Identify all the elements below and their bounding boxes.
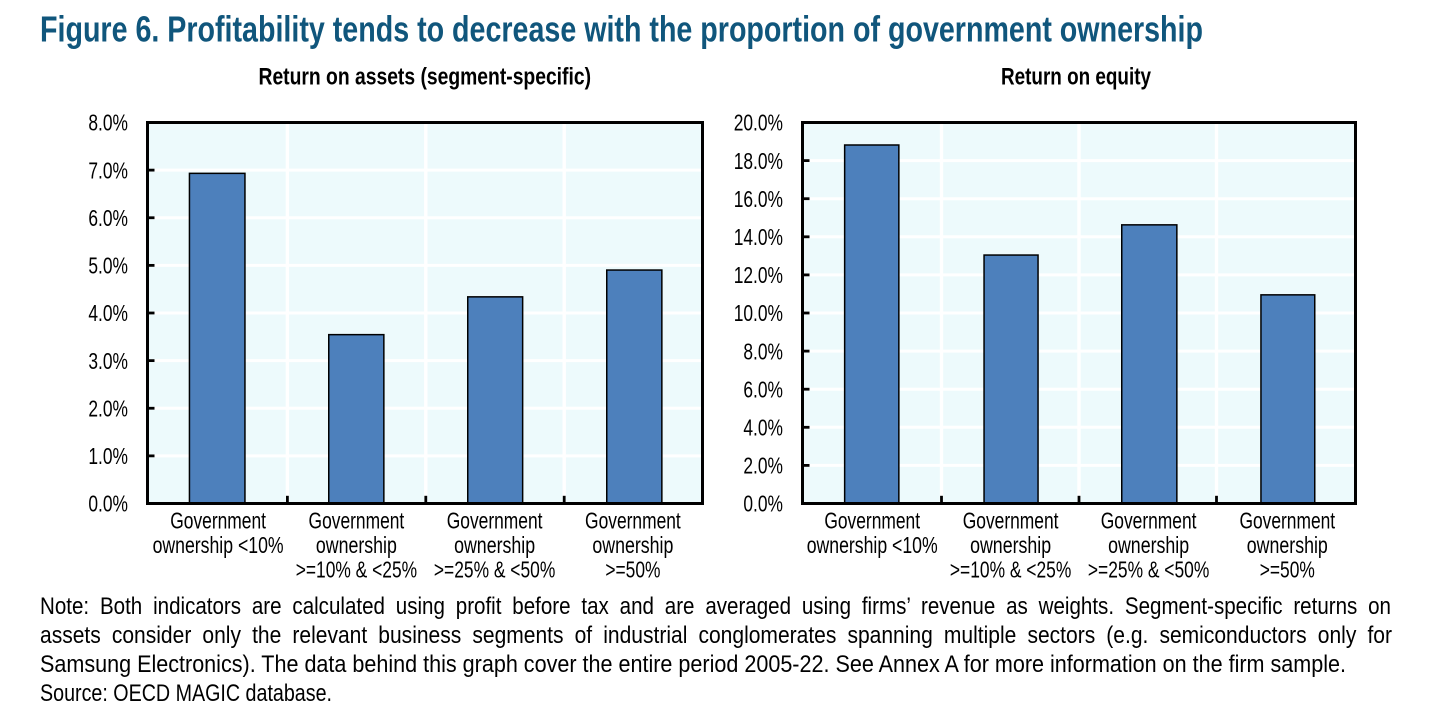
svg-text:Source: OECD MAGIC database.: Source: OECD MAGIC database.: [40, 680, 332, 707]
svg-text:3.0%: 3.0%: [88, 348, 128, 374]
svg-text:ownership: ownership: [970, 532, 1051, 558]
svg-text:ownership: ownership: [454, 532, 535, 558]
svg-text:14.0%: 14.0%: [734, 224, 783, 250]
svg-text:4.0%: 4.0%: [743, 415, 783, 441]
svg-text:ownership <10%: ownership <10%: [153, 532, 284, 558]
svg-text:5.0%: 5.0%: [88, 253, 128, 279]
svg-text:Note: Both indicators are calc: Note: Both indicators are calculated usi…: [40, 593, 1391, 620]
svg-text:>=25% & <50%: >=25% & <50%: [434, 557, 555, 583]
svg-text:Government: Government: [824, 508, 920, 534]
svg-text:0.0%: 0.0%: [88, 491, 128, 517]
svg-text:8.0%: 8.0%: [743, 338, 783, 364]
svg-text:2.0%: 2.0%: [88, 395, 128, 421]
svg-text:Government: Government: [170, 508, 266, 534]
svg-text:ownership: ownership: [1108, 532, 1189, 558]
svg-text:Samsung Electronics). The data: Samsung Electronics). The data behind th…: [40, 651, 1346, 678]
svg-text:Government: Government: [447, 508, 543, 534]
svg-text:>=10% & <25%: >=10% & <25%: [950, 557, 1071, 583]
svg-text:0.0%: 0.0%: [743, 491, 783, 517]
svg-text:Return on assets (segment-spec: Return on assets (segment-specific): [259, 63, 592, 90]
svg-text:16.0%: 16.0%: [734, 186, 783, 212]
svg-text:2.0%: 2.0%: [743, 453, 783, 479]
svg-text:8.0%: 8.0%: [88, 110, 128, 136]
svg-text:>=10% & <25%: >=10% & <25%: [296, 557, 417, 583]
svg-text:ownership: ownership: [592, 532, 673, 558]
svg-text:Government: Government: [1239, 508, 1335, 534]
svg-text:>=50%: >=50%: [1260, 557, 1315, 583]
svg-text:10.0%: 10.0%: [734, 300, 783, 326]
svg-text:ownership: ownership: [1247, 532, 1328, 558]
svg-text:4.0%: 4.0%: [88, 300, 128, 326]
svg-text:>=50%: >=50%: [605, 557, 660, 583]
svg-text:1.0%: 1.0%: [88, 443, 128, 469]
svg-text:6.0%: 6.0%: [743, 376, 783, 402]
svg-text:Government: Government: [963, 508, 1059, 534]
svg-text:12.0%: 12.0%: [734, 262, 783, 288]
svg-text:6.0%: 6.0%: [88, 205, 128, 231]
svg-text:ownership <10%: ownership <10%: [807, 532, 938, 558]
svg-text:Figure 6. Profitability tends: Figure 6. Profitability tends to decreas…: [40, 8, 1203, 49]
svg-text:Return on equity: Return on equity: [1001, 63, 1152, 90]
svg-text:20.0%: 20.0%: [734, 110, 783, 136]
svg-text:ownership: ownership: [316, 532, 397, 558]
svg-text:7.0%: 7.0%: [88, 157, 128, 183]
svg-text:18.0%: 18.0%: [734, 148, 783, 174]
svg-text:Government: Government: [585, 508, 681, 534]
svg-text:assets consider only the relev: assets consider only the relevant busine…: [40, 622, 1392, 649]
svg-text:Government: Government: [1101, 508, 1197, 534]
svg-text:Government: Government: [309, 508, 405, 534]
svg-text:>=25% & <50%: >=25% & <50%: [1088, 557, 1209, 583]
